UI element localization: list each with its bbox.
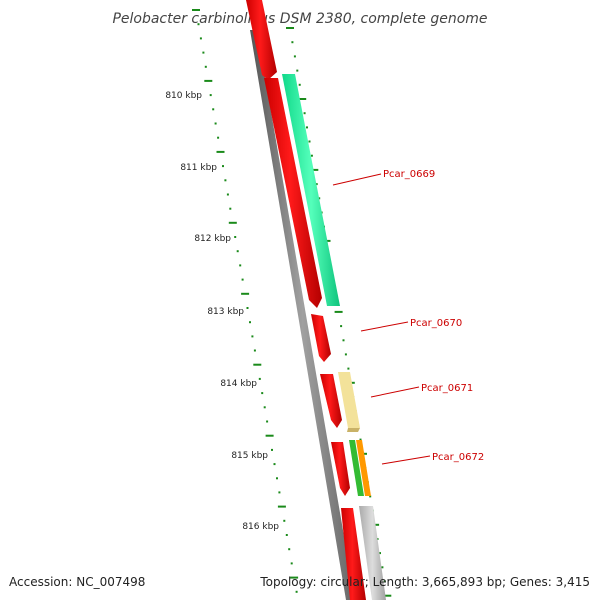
cds-feature xyxy=(311,314,331,362)
cds-feature xyxy=(331,442,350,496)
gene-label[interactable]: Pcar_0671 xyxy=(421,383,473,394)
gene-label[interactable]: Pcar_0672 xyxy=(432,452,484,463)
kbp-label: 816 kbp xyxy=(242,522,279,532)
callout-line xyxy=(381,455,431,465)
gene-label[interactable]: Pcar_0669 xyxy=(383,169,435,180)
genome-backbone xyxy=(250,30,355,600)
gene-feature-gray xyxy=(359,506,386,600)
gene-label[interactable]: Pcar_0670 xyxy=(410,318,462,329)
scale-ticks-left xyxy=(192,9,299,593)
callout-line xyxy=(370,386,420,398)
cds-feature xyxy=(320,374,342,428)
map-title: Pelobacter carbinolicus DSM 2380, comple… xyxy=(112,11,487,27)
gene-feature-tan-edge xyxy=(347,428,360,432)
cds-feature xyxy=(341,508,366,600)
callout-line xyxy=(332,173,382,186)
gene-feature-orange xyxy=(356,440,371,496)
gene-feature-green xyxy=(349,440,364,496)
accession-text: Accession: NC_007498 xyxy=(9,575,145,589)
cds-feature xyxy=(246,0,277,80)
kbp-label: 810 kbp xyxy=(165,91,202,101)
topology-text: Topology: circular; Length: 3,665,893 bp… xyxy=(259,575,590,589)
kbp-label: 812 kbp xyxy=(194,234,231,244)
cds-feature xyxy=(264,78,322,308)
gene-feature-tan xyxy=(338,372,360,428)
kbp-label: 811 kbp xyxy=(180,163,217,173)
kbp-label: 814 kbp xyxy=(220,379,257,389)
kbp-labels: 810 kbp 811 kbp 812 kbp 813 kbp 814 kbp … xyxy=(165,91,279,532)
kbp-label: 815 kbp xyxy=(231,451,268,461)
kbp-label: 813 kbp xyxy=(207,307,244,317)
blast-hit-bar xyxy=(282,74,340,306)
callout-line xyxy=(360,321,409,332)
